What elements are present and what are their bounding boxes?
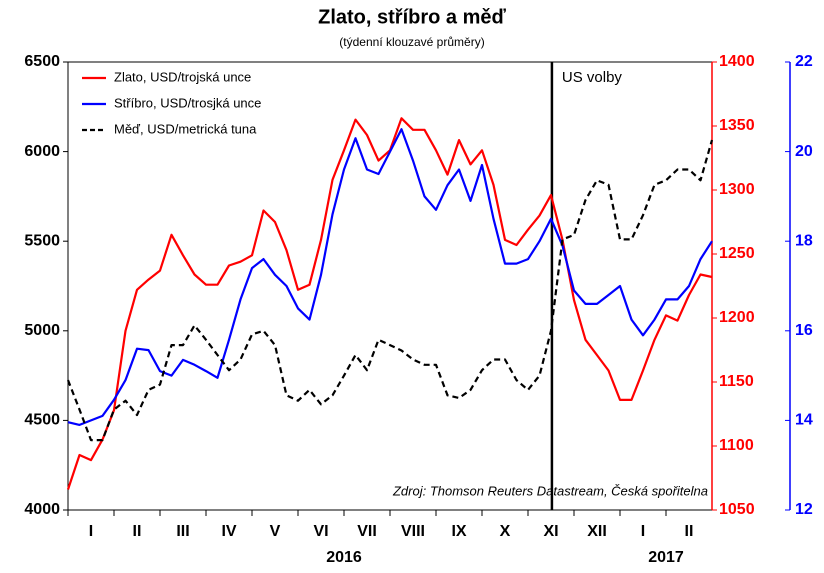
year-label: 2017 [648,549,684,566]
year-label: 2016 [326,549,362,566]
x-tick-label: II [133,523,142,540]
x-tick-label: VIII [401,523,425,540]
legend-label: Měď, USD/metrická tuna [114,121,257,136]
chart-title: Zlato, stříbro a měď [318,6,506,28]
y2-tick-label: 1350 [719,117,755,134]
y3-tick-label: 18 [795,232,813,249]
x-tick-label: IV [221,523,236,540]
event-label: US volby [562,69,623,86]
x-tick-label: I [89,523,93,540]
y3-tick-label: 16 [795,322,813,339]
series-line [67,128,713,426]
x-tick-label: X [500,523,511,540]
y2-tick-label: 1200 [719,309,755,326]
source-note: Zdroj: Thomson Reuters Datastream, Česká… [392,483,708,498]
series-line [66,117,713,490]
x-tick-label: II [685,523,694,540]
y-tick-label: 4500 [24,412,60,429]
y-tick-label: 6000 [24,143,60,160]
y3-tick-label: 22 [795,53,813,70]
legend-label: Stříbro, USD/trosjká unce [114,95,261,110]
chart-subtitle: (týdenní klouzavé průměry) [339,35,484,49]
y3-tick-label: 12 [795,501,813,518]
y2-tick-label: 1050 [719,501,755,518]
y3-tick-label: 20 [795,143,813,160]
x-tick-label: XI [543,523,558,540]
x-tick-label: V [270,523,281,540]
y-tick-label: 5000 [24,322,60,339]
y2-tick-label: 1250 [719,245,755,262]
series-line [66,139,714,442]
y2-tick-label: 1300 [719,181,755,198]
y2-tick-label: 1400 [719,53,755,70]
y-tick-label: 6500 [24,53,60,70]
y-tick-label: 4000 [24,501,60,518]
x-tick-label: XII [587,523,607,540]
y3-tick-label: 14 [795,412,813,429]
legend-label: Zlato, USD/trojská unce [114,69,251,84]
x-tick-label: VII [357,523,377,540]
y2-tick-label: 1100 [719,437,754,454]
x-tick-label: VI [313,523,328,540]
x-tick-label: III [176,523,189,540]
y-tick-label: 5500 [24,232,60,249]
x-tick-label: I [641,523,645,540]
y2-tick-label: 1150 [719,373,754,390]
x-tick-label: IX [451,523,466,540]
